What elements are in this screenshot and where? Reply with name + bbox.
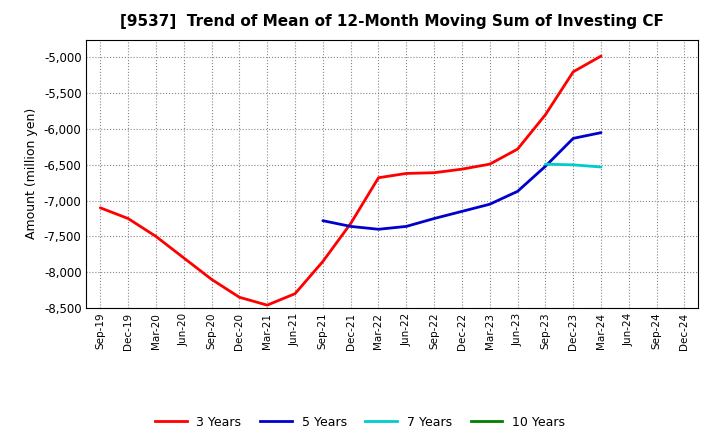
Legend: 3 Years, 5 Years, 7 Years, 10 Years: 3 Years, 5 Years, 7 Years, 10 Years	[150, 411, 570, 434]
Title: [9537]  Trend of Mean of 12-Month Moving Sum of Investing CF: [9537] Trend of Mean of 12-Month Moving …	[120, 14, 665, 29]
Y-axis label: Amount (million yen): Amount (million yen)	[25, 108, 38, 239]
